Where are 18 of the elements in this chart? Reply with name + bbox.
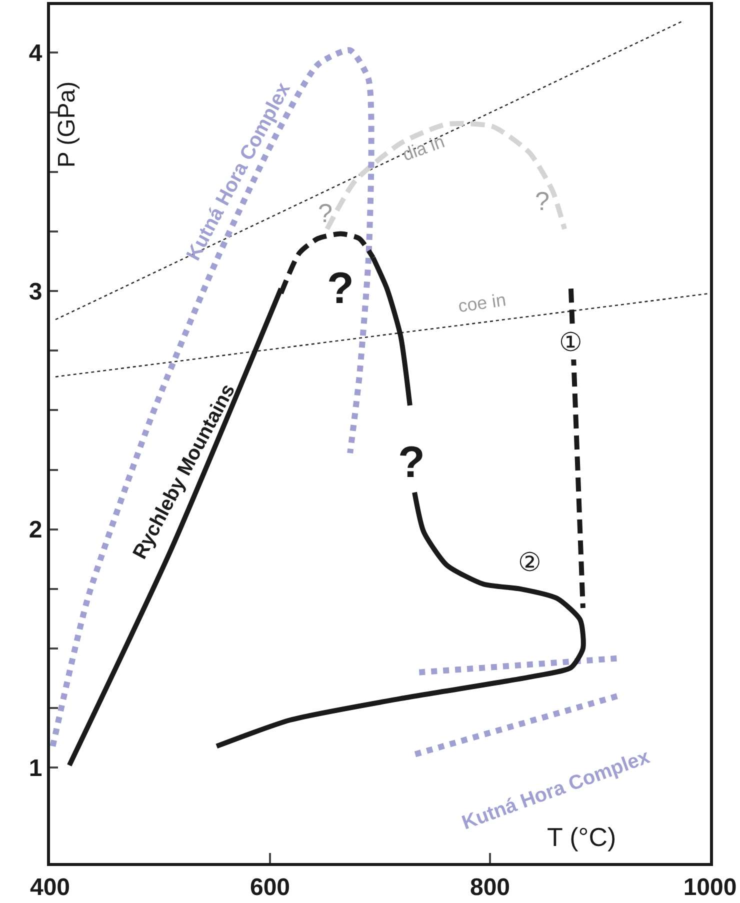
x-tick-label: 1000: [683, 874, 737, 901]
y-axis-title: P (GPa): [53, 81, 80, 168]
x-tick-label: 400: [30, 874, 70, 901]
annotation: ?: [327, 264, 354, 313]
annotation: ?: [318, 198, 332, 228]
annotation: ①: [559, 328, 582, 358]
annotation: ②: [518, 548, 542, 578]
annotation: ?: [535, 186, 550, 216]
y-tick-label: 2: [28, 516, 42, 544]
x-axis-title: T (°C): [547, 822, 616, 852]
y-tick-label: 3: [28, 278, 42, 306]
y-tick-label: 4: [28, 40, 43, 68]
y-tick-label: 1: [28, 755, 42, 782]
x-tick-label: 800: [470, 874, 510, 901]
annotation: coe in: [456, 290, 508, 316]
x-tick-label: 600: [250, 874, 290, 901]
annotation: dia in: [400, 131, 448, 165]
annotation: ?: [398, 438, 425, 487]
